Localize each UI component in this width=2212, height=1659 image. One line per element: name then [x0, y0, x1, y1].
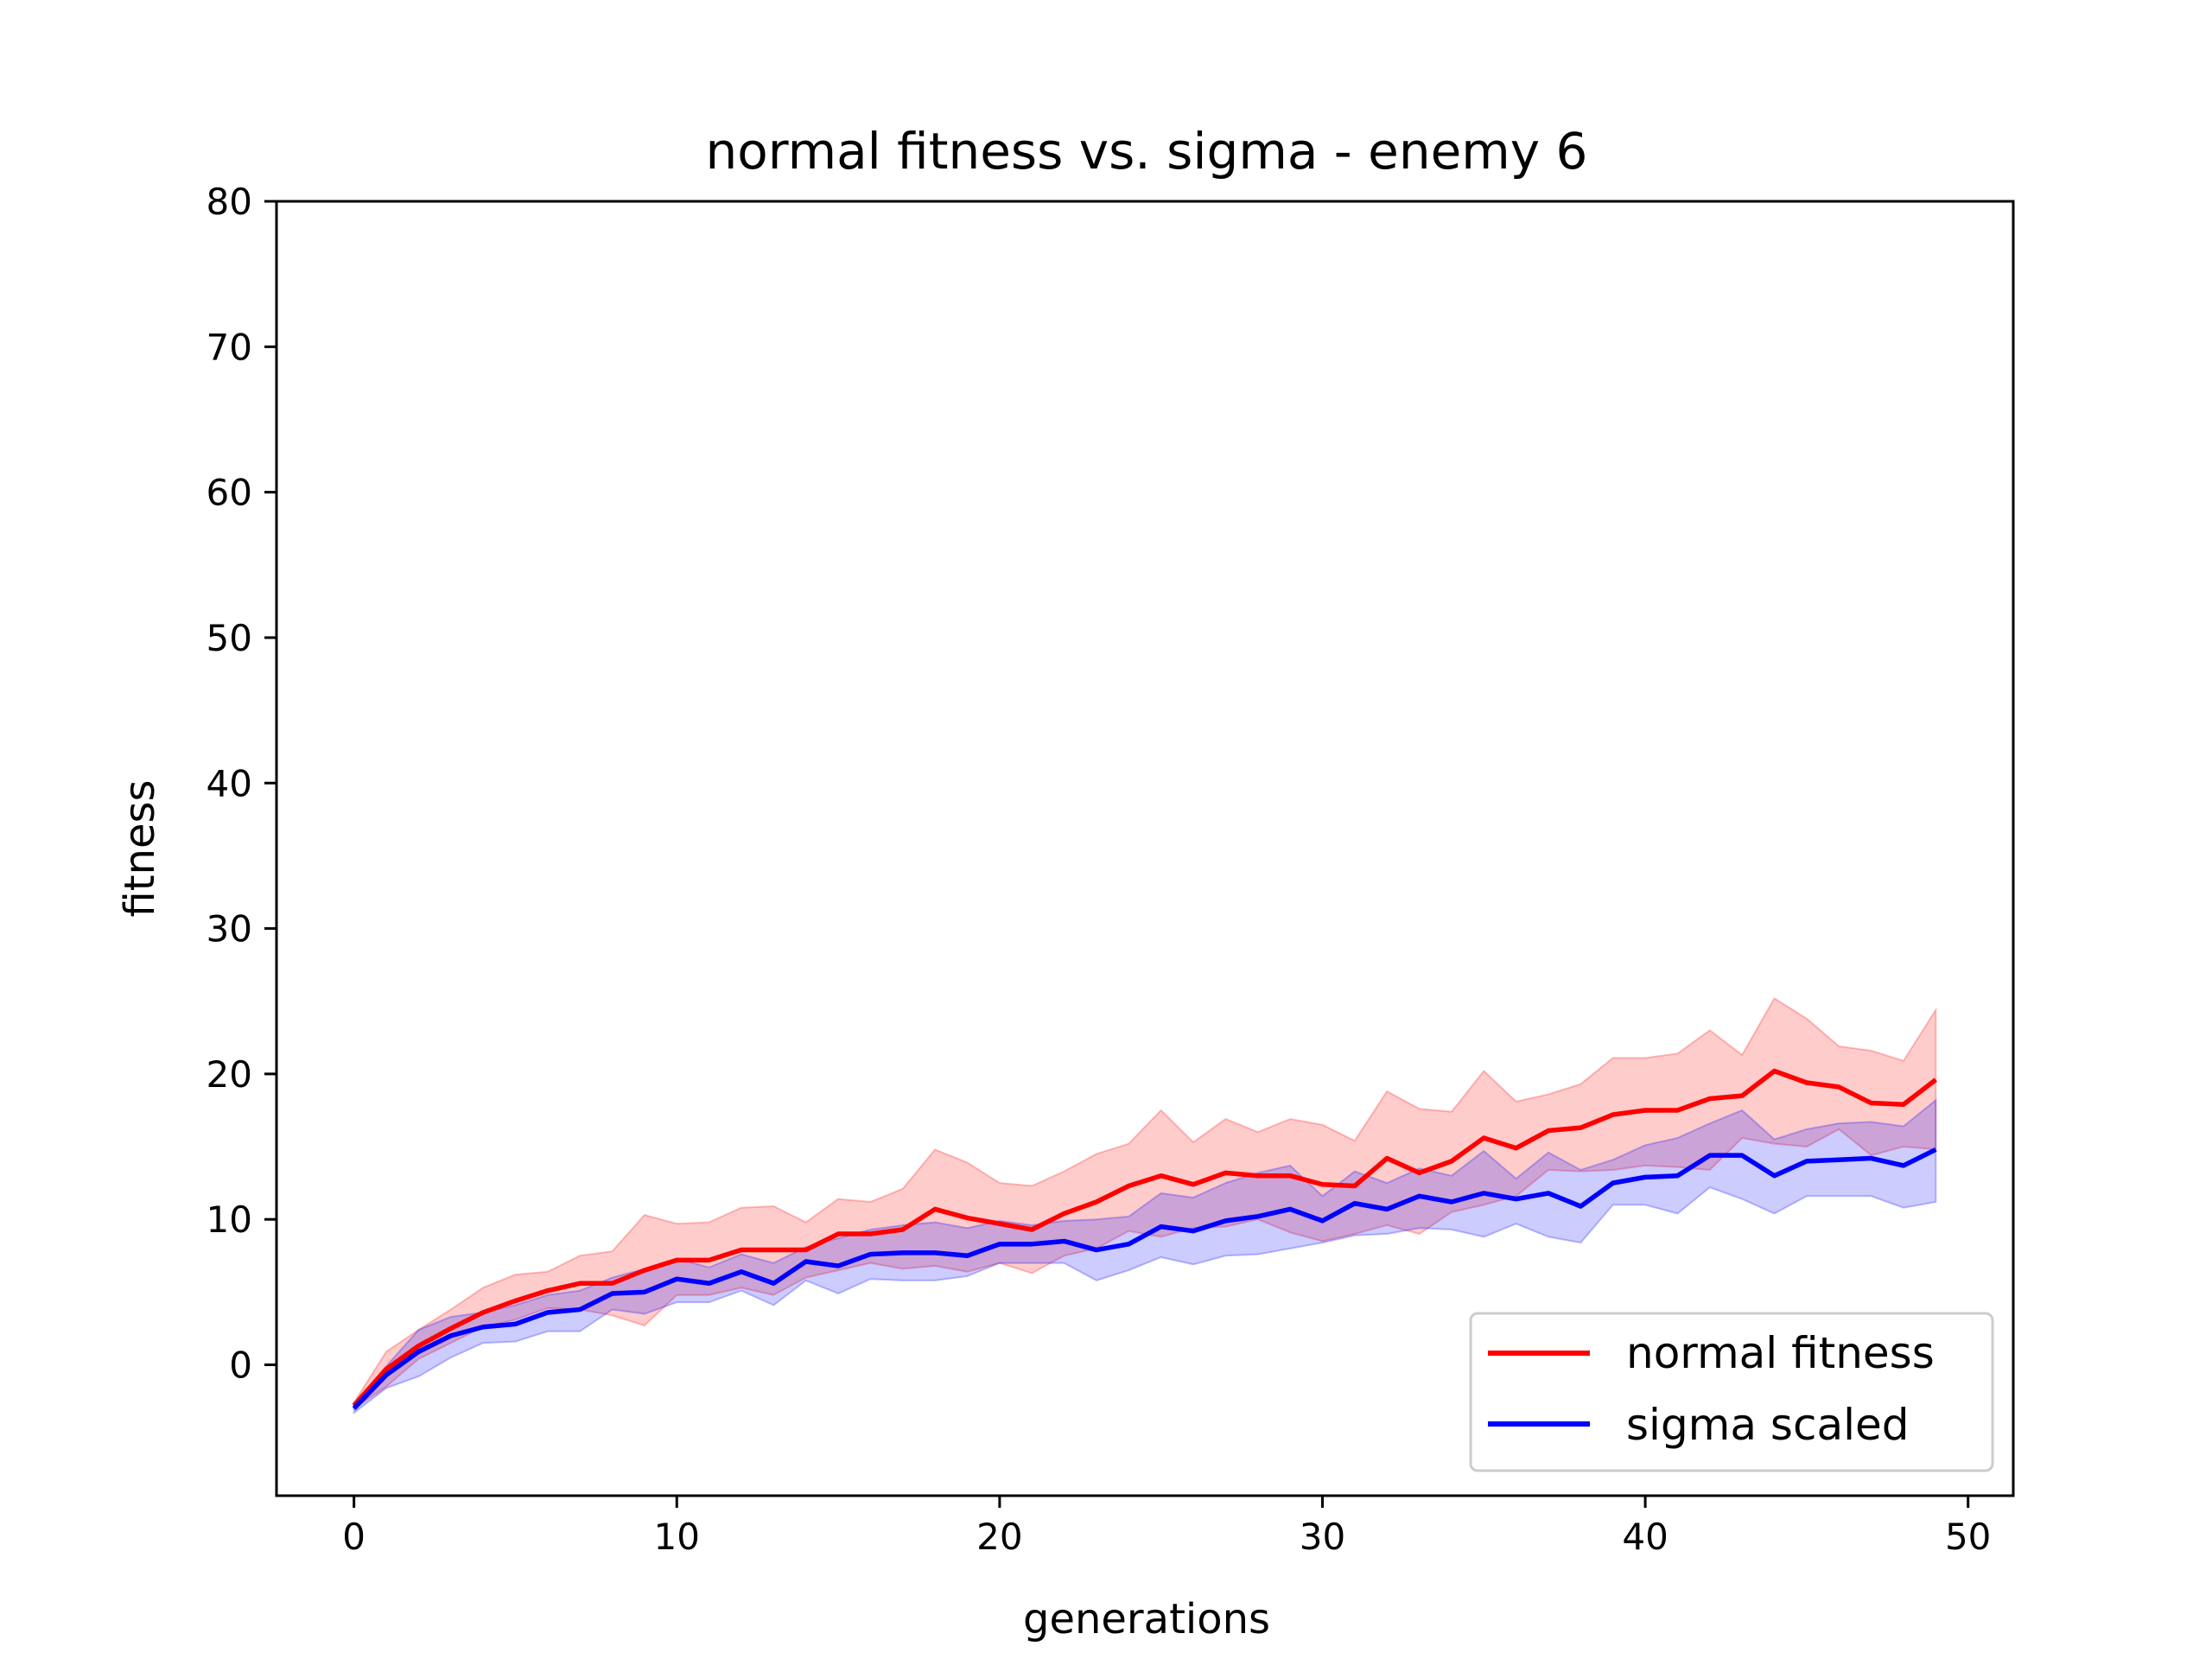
- x-tick-label: 30: [1300, 1516, 1345, 1558]
- legend-box: [1469, 1312, 1994, 1472]
- x-axis: 0 10 20 30 40 50: [342, 1496, 1991, 1558]
- x-tick-label: 40: [1622, 1516, 1668, 1558]
- legend-label-sigma-scaled: sigma scaled: [1626, 1400, 1910, 1450]
- y-tick-label: 0: [229, 1344, 252, 1387]
- y-axis-label: fitness: [116, 779, 164, 917]
- y-tick-label: 60: [207, 472, 252, 514]
- y-tick-label: 50: [207, 617, 252, 659]
- series-lines: [352, 1068, 1938, 1410]
- y-tick-label: 40: [207, 762, 252, 804]
- x-tick-label: 0: [342, 1516, 365, 1558]
- band-sigma-scaled: [353, 1098, 1937, 1415]
- x-tick-label: 20: [976, 1516, 1022, 1558]
- plot-frame: [275, 200, 2015, 1497]
- x-tick-label: 50: [1945, 1516, 1991, 1558]
- y-tick-label: 70: [207, 326, 252, 368]
- y-axis: 0 10 20 30 40 50 60 70 80: [207, 181, 276, 1387]
- legend-label-normal-fitness: normal fitness: [1626, 1328, 1935, 1378]
- y-tick-label: 20: [207, 1053, 252, 1096]
- legend: normal fitness sigma scaled: [1469, 1312, 1994, 1472]
- x-tick-label: 10: [654, 1516, 700, 1558]
- y-tick-label: 10: [207, 1198, 252, 1241]
- line-normal-fitness: [352, 1068, 1938, 1408]
- y-tick-label: 80: [207, 181, 252, 223]
- y-tick-label: 30: [207, 908, 252, 950]
- line-sigma-scaled: [352, 1147, 1937, 1410]
- x-axis-label: generations: [1023, 1595, 1270, 1643]
- chart-title: normal fitness vs. sigma - enemy 6: [706, 122, 1588, 181]
